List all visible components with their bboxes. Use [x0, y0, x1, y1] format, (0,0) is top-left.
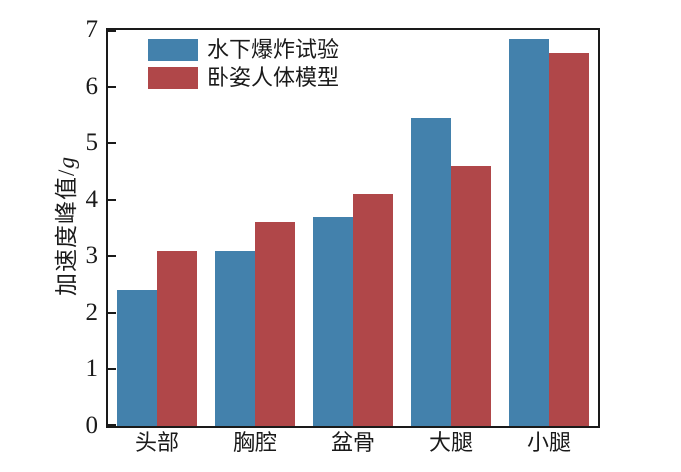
y-tick-label: 4	[85, 185, 99, 213]
x-tick-label-头部: 头部	[134, 430, 180, 455]
legend-label-卧姿人体模型: 卧姿人体模型	[207, 65, 340, 91]
y-tick-label: 2	[85, 298, 99, 326]
bar-水下爆炸试验-盆骨	[313, 216, 353, 426]
legend-swatch-卧姿人体模型	[148, 67, 198, 90]
x-tick-label-胸腔: 胸腔	[232, 430, 278, 455]
legend: 水下爆炸试验 卧姿人体模型	[148, 37, 340, 94]
bar-水下爆炸试验-大腿	[411, 117, 451, 426]
x-tick-label-大腿: 大腿	[428, 430, 474, 455]
y-tick-label: 0	[85, 412, 99, 439]
bar-卧姿人体模型-小腿	[549, 52, 589, 426]
y-tick-mark	[108, 424, 116, 426]
bar-卧姿人体模型-盆骨	[353, 194, 393, 426]
y-tick-label: 1	[85, 355, 99, 383]
y-tick-label: 5	[85, 129, 99, 157]
x-tick-label-小腿: 小腿	[526, 430, 572, 455]
y-tick-mark	[108, 255, 116, 258]
y-tick-label: 3	[85, 242, 99, 270]
x-tick-label-盆骨: 盆骨	[330, 430, 376, 455]
legend-swatch-水下爆炸试验	[148, 39, 198, 62]
y-tick-mark	[108, 142, 116, 145]
legend-item-水下爆炸试验: 水下爆炸试验	[148, 37, 340, 62]
y-tick-mark	[108, 85, 116, 88]
y-tick-label: 6	[85, 72, 99, 100]
bar-水下爆炸试验-小腿	[509, 38, 549, 426]
y-tick-mark	[108, 311, 116, 314]
y-tick-mark	[108, 368, 116, 371]
y-tick-mark	[108, 30, 116, 32]
legend-label-水下爆炸试验: 水下爆炸试验	[207, 37, 340, 62]
y-axis-label: 加速度峰值/g	[47, 156, 81, 296]
legend-item-卧姿人体模型: 卧姿人体模型	[148, 65, 340, 91]
bar-卧姿人体模型-头部	[157, 250, 197, 426]
y-tick-label: 7	[85, 16, 99, 43]
bar-卧姿人体模型-大腿	[451, 165, 491, 426]
bar-水下爆炸试验-胸腔	[215, 250, 255, 426]
y-tick-mark	[108, 198, 116, 201]
bar-卧姿人体模型-胸腔	[255, 222, 295, 426]
bar-水下爆炸试验-头部	[117, 290, 157, 426]
plot-area	[106, 28, 600, 428]
y-axis-label-unit: g	[54, 156, 79, 169]
